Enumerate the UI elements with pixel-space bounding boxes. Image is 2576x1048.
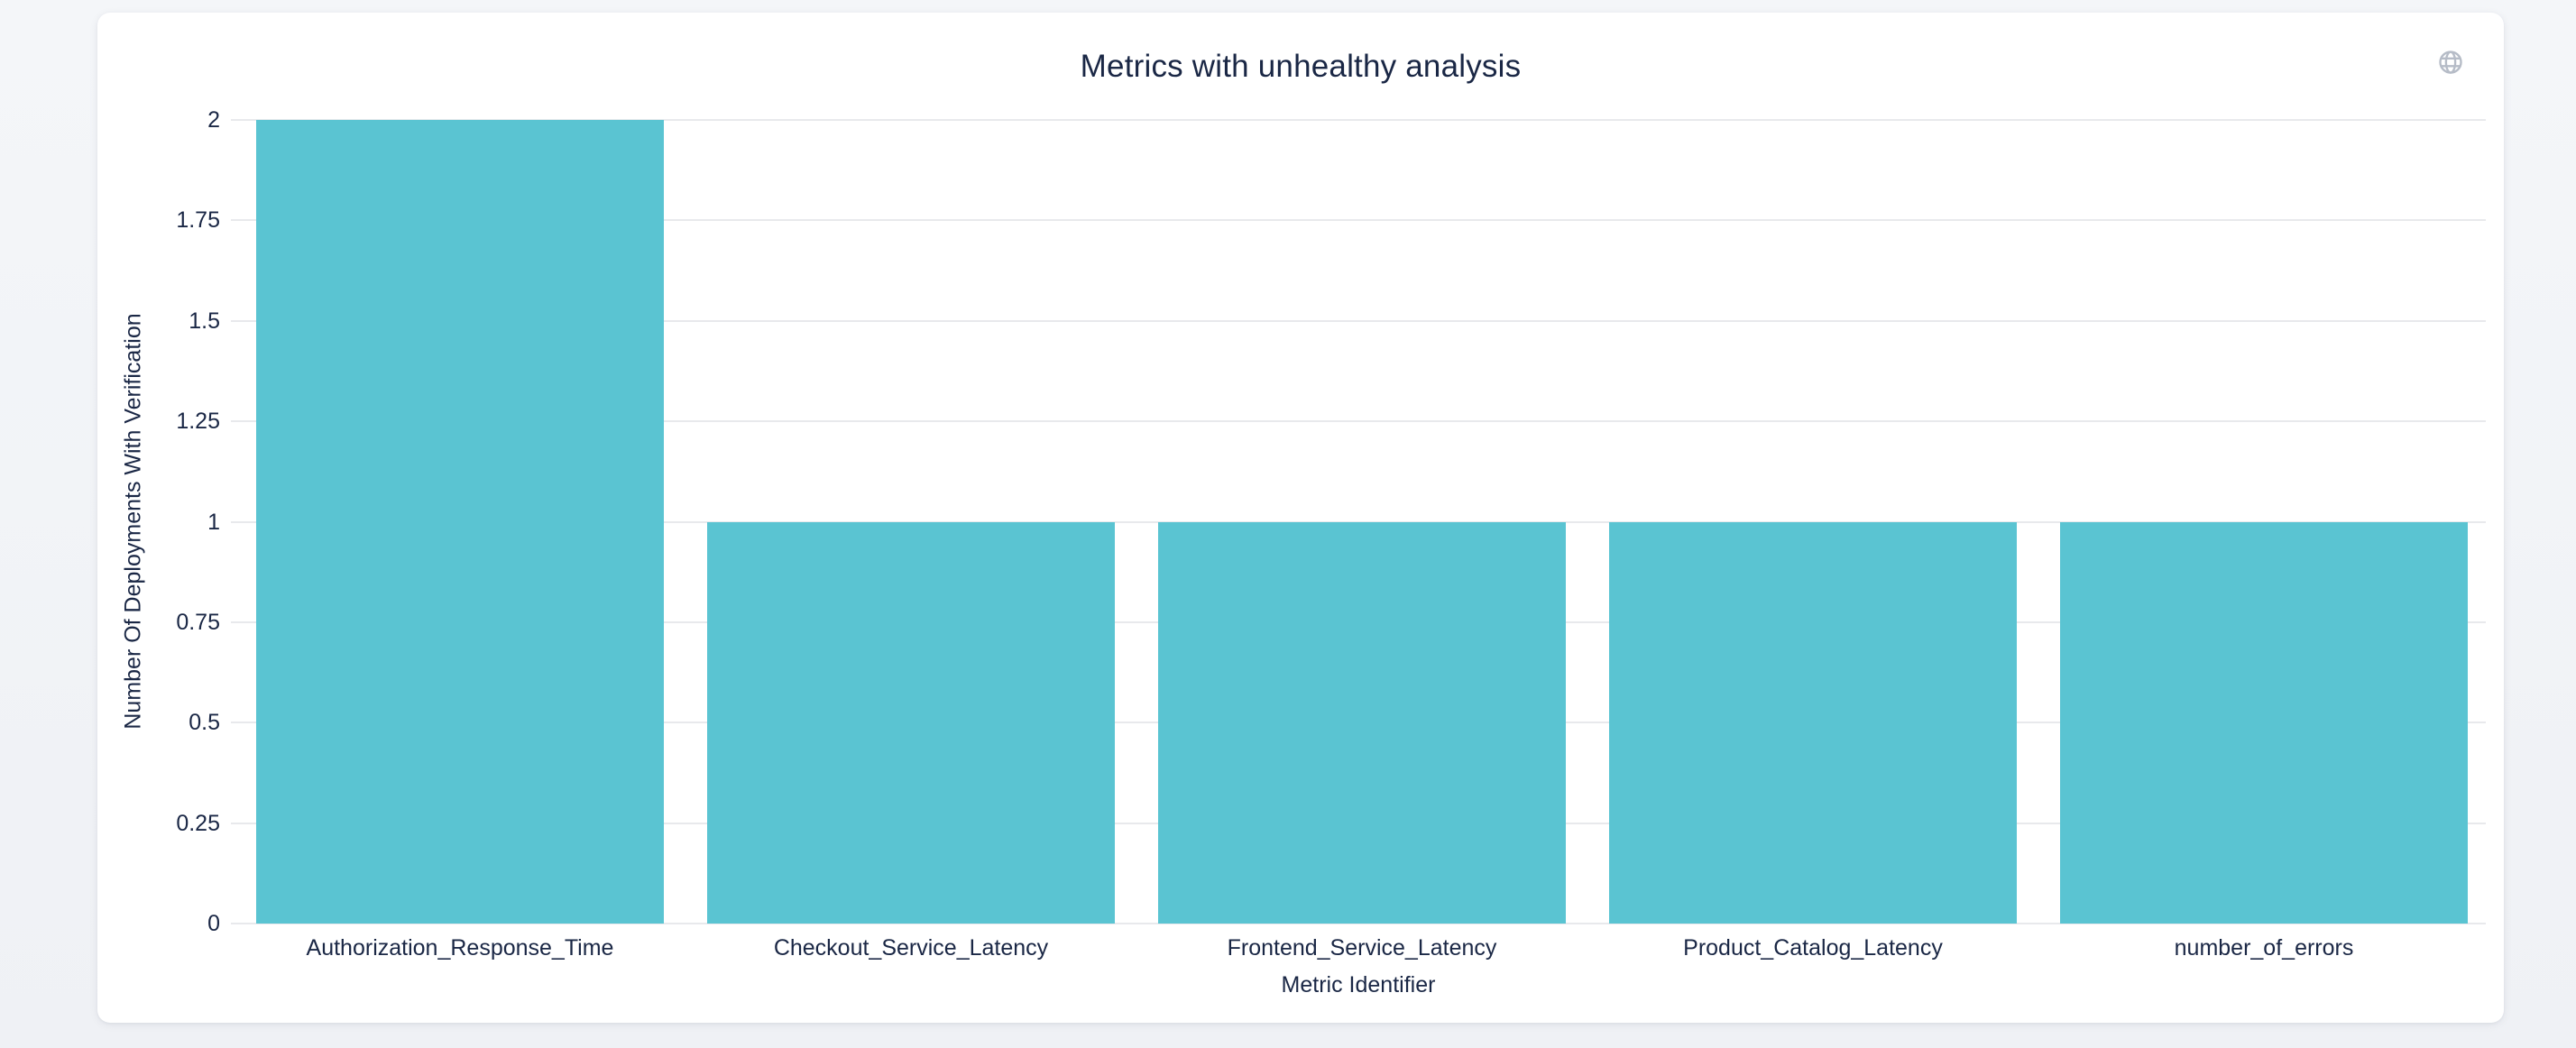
gridline-y-0 [231,923,2486,924]
chart-card: Metrics with unhealthy analysis Number O… [97,13,2504,1023]
x-tick-label-Authorization_Response_Time: Authorization_Response_Time [306,935,614,961]
bar-Product_Catalog_Latency[interactable] [1609,521,2017,924]
x-axis-title: Metric Identifier [1281,972,1436,997]
y-tick-label: 2 [207,107,220,133]
y-tick-label: 1.5 [189,308,220,334]
plot-area [231,119,2486,924]
gridline-y-1.5 [231,319,2486,322]
bar-Authorization_Response_Time[interactable] [256,120,664,924]
globe-icon [2437,51,2464,78]
x-tick-label-Checkout_Service_Latency: Checkout_Service_Latency [773,935,1049,961]
x-tick-label-Product_Catalog_Latency: Product_Catalog_Latency [1683,935,1943,961]
y-tick-label: 0 [207,911,220,936]
globe-button[interactable] [2437,49,2464,76]
gridline-y-2 [231,119,2486,121]
y-tick-label: 0.5 [189,710,220,736]
y-tick-label: 1.25 [176,409,220,435]
y-tick-label: 1 [207,509,220,535]
gridline-y-1.25 [231,420,2486,423]
x-tick-label-Frontend_Service_Latency: Frontend_Service_Latency [1227,935,1497,961]
y-tick-label: 0.75 [176,609,220,635]
chart-title: Metrics with unhealthy analysis [1080,49,1522,84]
bar-number_of_errors[interactable] [2060,521,2468,924]
gridline-y-1.75 [231,219,2486,222]
y-tick-label: 1.75 [176,207,220,234]
bar-Frontend_Service_Latency[interactable] [1158,521,1566,924]
x-tick-label-number_of_errors: number_of_errors [2174,935,2354,961]
y-tick-label: 0.25 [176,810,220,836]
bar-Checkout_Service_Latency[interactable] [707,521,1115,924]
